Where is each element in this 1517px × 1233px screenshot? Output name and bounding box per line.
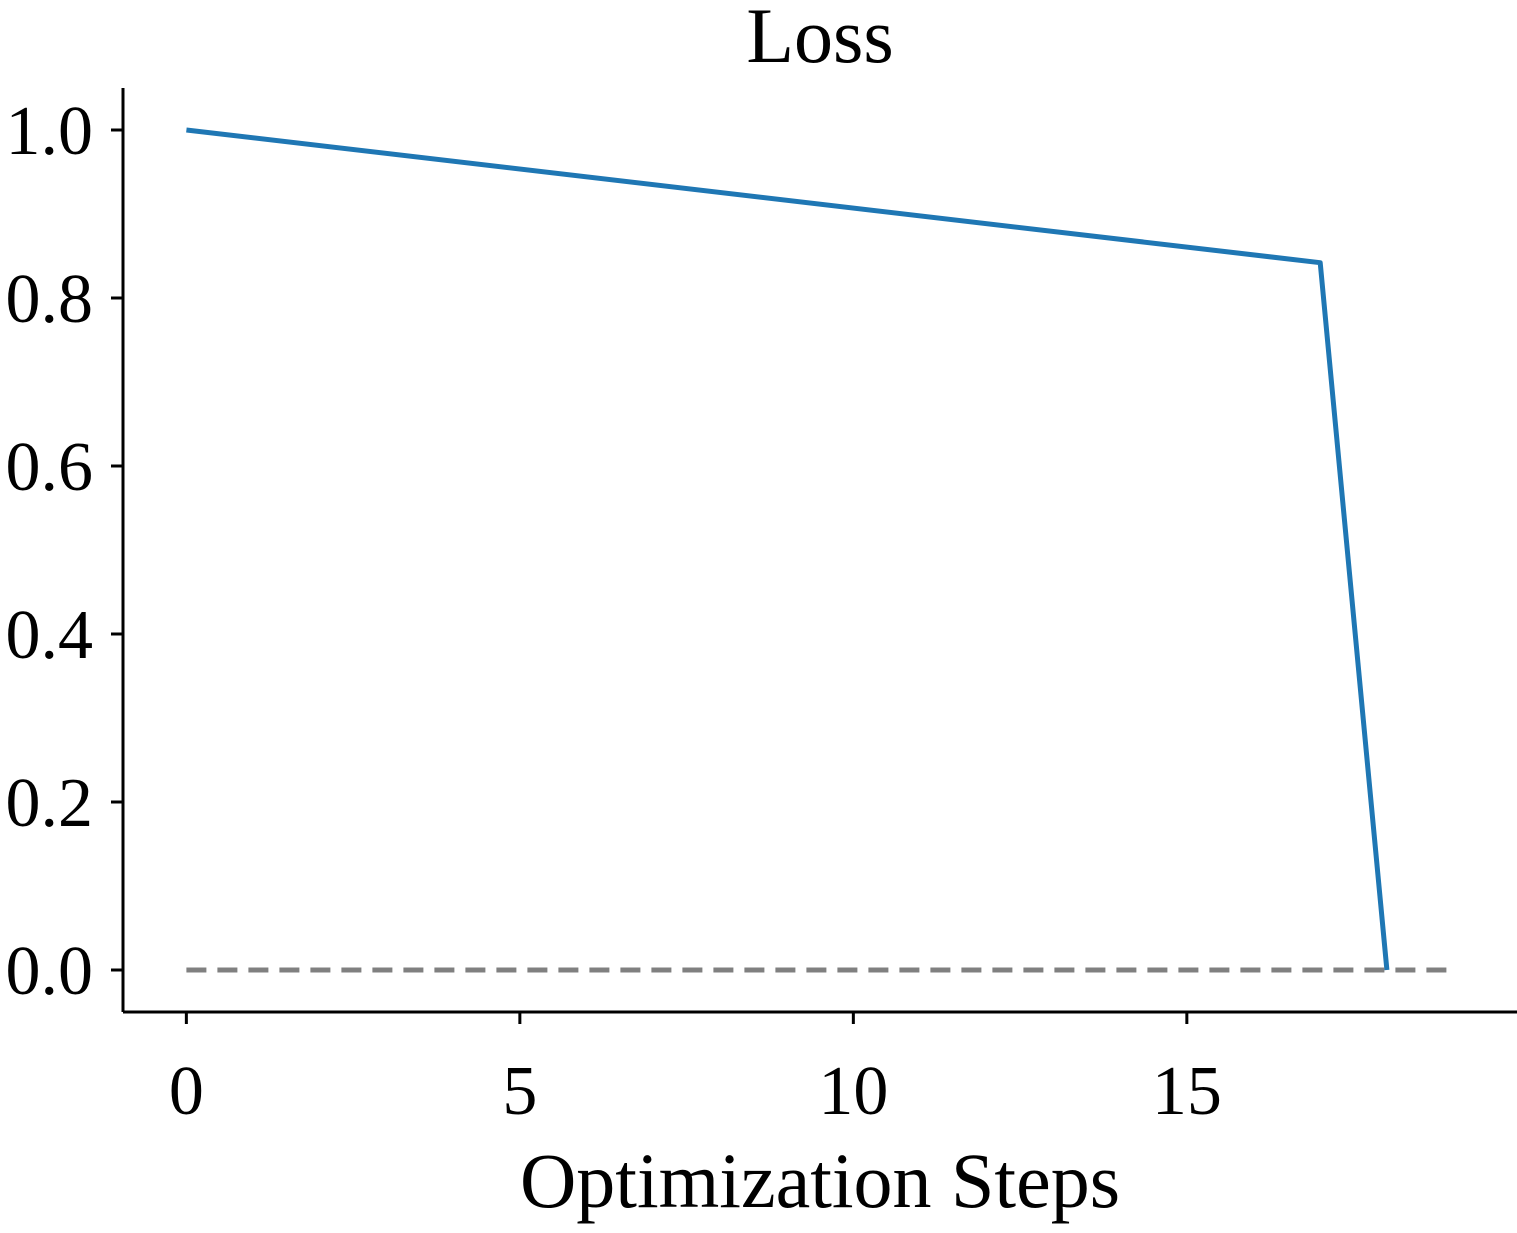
x-tick-label: 10 [818,1053,888,1130]
x-tick-label: 5 [502,1053,537,1130]
y-axis: 0.0 0.2 0.4 0.6 0.8 1.0 [6,88,125,1012]
x-tick-label: 15 [1152,1053,1222,1130]
x-axis-label: Optimization Steps [520,1137,1120,1224]
y-tick-label: 0.2 [6,765,94,842]
chart-title: Loss [746,0,893,79]
y-tick-label: 0.4 [6,597,94,674]
loss-line [186,127,1390,971]
x-tick-label: 0 [169,1053,204,1130]
y-tick-label: 0.6 [6,429,94,506]
x-axis: 0 5 10 15 [123,1010,1517,1130]
y-tick-label: 1.0 [6,93,94,170]
y-tick-label: 0.0 [6,933,94,1010]
series-layer [186,127,1454,973]
y-tick-label: 0.8 [6,261,94,338]
